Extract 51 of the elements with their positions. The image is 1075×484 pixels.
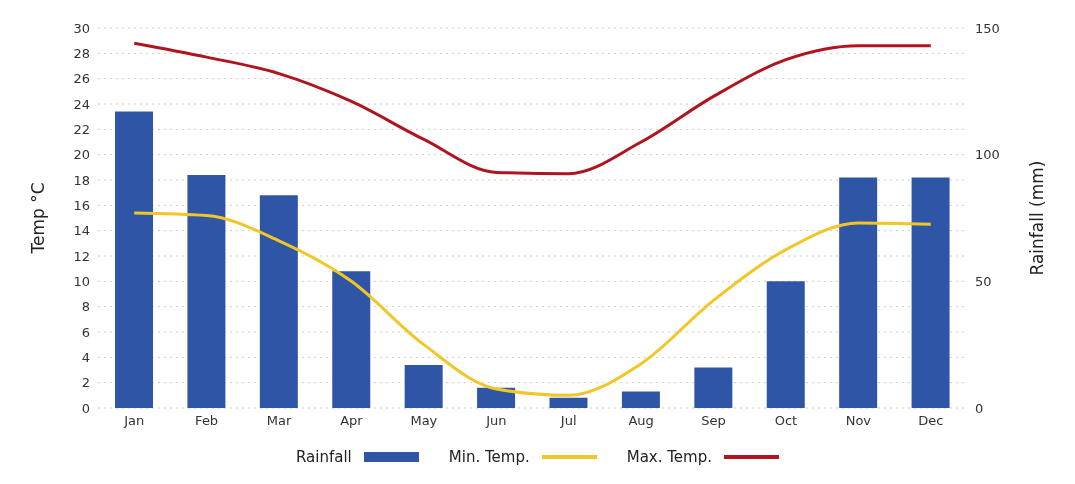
x-tick-label: Mar: [266, 413, 292, 429]
y-tick-label: 8: [81, 299, 90, 315]
x-tick-label: Sep: [701, 413, 726, 429]
y-tick-label: 18: [73, 172, 90, 188]
bar: [766, 281, 805, 408]
x-tick-label: Apr: [340, 413, 364, 429]
bar: [839, 177, 878, 408]
x-tick-label: Jul: [559, 413, 577, 429]
legend-label: Rainfall: [296, 448, 352, 466]
line-series: [132, 211, 933, 397]
y-tick-label: 16: [73, 197, 90, 213]
y2-tick-label: 100: [975, 147, 1000, 163]
x-tick-label: Dec: [918, 413, 944, 429]
bar: [549, 397, 588, 408]
bar: [694, 367, 733, 408]
bar: [404, 364, 443, 408]
y-tick-label: 14: [73, 223, 90, 239]
bar: [115, 111, 153, 408]
bar: [187, 174, 226, 408]
x-tick-label: Nov: [845, 413, 872, 429]
x-tick-label: Oct: [774, 413, 798, 429]
x-tick-label: Aug: [628, 413, 654, 429]
y-tick-label: 6: [81, 324, 90, 340]
bar: [477, 387, 516, 408]
y-tick-label: 24: [73, 96, 90, 112]
y-axis-title: Temp °C: [28, 182, 49, 255]
bar: [911, 177, 950, 408]
x-tick-label: May: [410, 413, 438, 429]
bar: [259, 195, 298, 408]
y-tick-label: 12: [73, 248, 90, 264]
x-tick-label: Jan: [123, 413, 145, 429]
y2-tick-label: 50: [975, 273, 992, 289]
y-tick-label: 20: [73, 147, 90, 163]
y2-tick-label: 150: [975, 20, 1000, 36]
y-tick-label: 30: [73, 20, 90, 36]
bar: [621, 391, 660, 408]
y-tick-label: 0: [81, 400, 90, 416]
y-tick-label: 28: [73, 45, 90, 61]
legend-label: Min. Temp.: [448, 448, 530, 466]
y-tick-label: 2: [81, 375, 90, 391]
bar: [332, 271, 371, 408]
y-tick-label: 4: [81, 349, 90, 365]
line-series: [132, 41, 933, 176]
y-tick-label: 22: [73, 121, 90, 137]
y-tick-label: 26: [73, 71, 90, 87]
y-tick-label: 10: [73, 273, 90, 289]
x-tick-label: Feb: [195, 413, 219, 429]
y2-axis-title: Rainfall (mm): [1027, 160, 1048, 276]
y2-tick-label: 0: [975, 400, 984, 416]
legend-label: Max. Temp.: [626, 448, 712, 466]
x-tick-label: Jun: [485, 413, 507, 429]
